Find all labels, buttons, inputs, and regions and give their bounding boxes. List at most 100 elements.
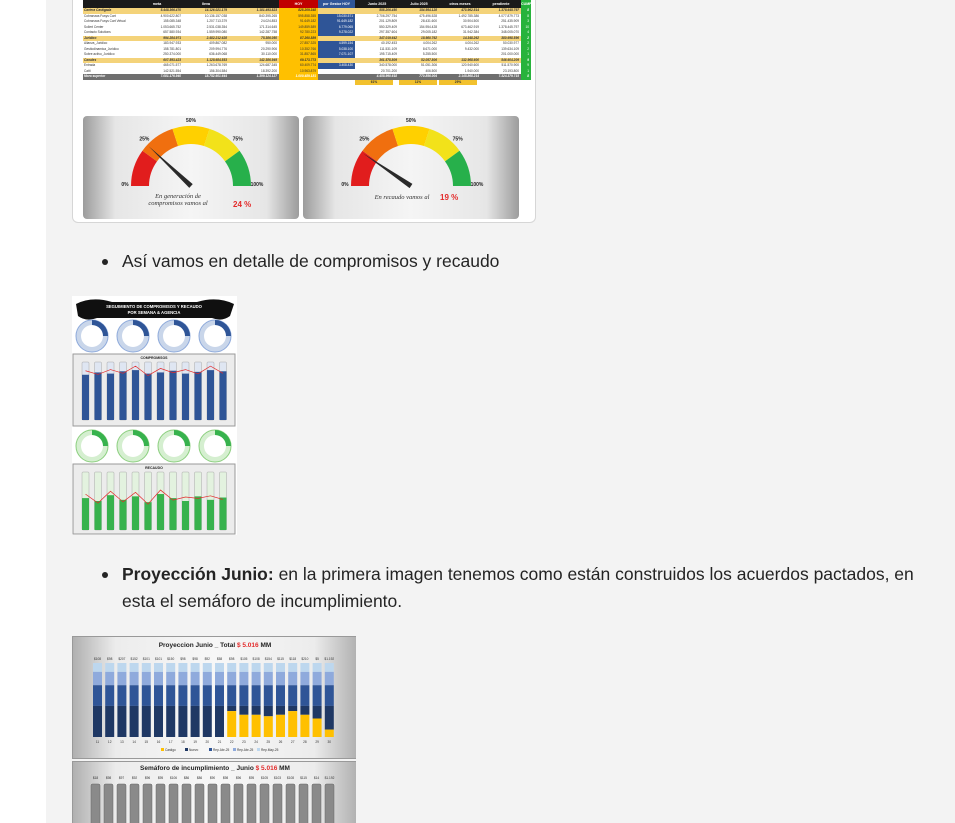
semaforo-bar	[324, 783, 335, 823]
gauge-segment	[423, 128, 460, 162]
table-header: meta lleva HOY por Gestor HOY Junio 2025 Juli…	[83, 0, 535, 8]
projection-day: 25	[267, 740, 271, 744]
semaforo-value: $95	[158, 776, 164, 780]
semaforo-bar	[116, 783, 127, 823]
row-value: 1.053.665.752	[160, 24, 181, 29]
pct-cell: 29%	[439, 79, 477, 85]
chart-bar	[82, 498, 89, 530]
donut-fill	[174, 320, 190, 336]
row-value: 18.392.200	[261, 68, 277, 73]
chart-bar	[182, 373, 189, 420]
semaforo-value: $86	[184, 776, 190, 780]
row-value: 9.432.000	[464, 46, 479, 51]
semaforo-bar	[194, 783, 205, 823]
projection-segment	[215, 705, 224, 737]
row-value: 14.126.021.179	[204, 8, 227, 12]
gauge-compromisos-value: 24 %	[233, 200, 252, 209]
row-value: 2.531.038.354	[206, 24, 227, 29]
projection-day: 24	[254, 740, 258, 744]
chart-bar	[94, 372, 102, 420]
donut-hole	[204, 325, 226, 347]
row-value: 380.698.596	[501, 35, 519, 40]
row-value: 154.954.128	[419, 8, 437, 12]
projection-value: $98	[107, 657, 113, 661]
projection-day: 18	[181, 740, 185, 744]
gauge-needle	[148, 146, 193, 188]
projection-segment	[117, 671, 127, 686]
semaforo-chart: Semáforo de incumplimiento _ Junio $ 5.0…	[72, 761, 356, 823]
row-value: 10	[521, 24, 531, 30]
projection-segment	[263, 705, 273, 717]
row-value: 4.900.622.807	[160, 13, 181, 18]
row-value: 8	[521, 74, 531, 80]
row-value: 950.000	[265, 41, 277, 45]
chart-bar	[119, 499, 127, 530]
row-value: 142.287.758	[259, 30, 277, 34]
donut-row-recaudo	[75, 429, 232, 463]
row-value: 15.030.571	[318, 13, 355, 19]
semaforo-bar	[168, 783, 179, 823]
row-value: 8.671.000	[422, 46, 437, 51]
projection-segment	[190, 663, 200, 672]
row-value: 120.940.600	[461, 63, 479, 67]
projection-segment	[263, 663, 273, 672]
gauge-compromisos: 0% 25% 50% 75% 100% En generación de comprom…	[83, 116, 299, 219]
gauge-segment	[172, 126, 210, 147]
projection-segment-castigo	[239, 714, 249, 737]
projection-segment	[129, 705, 139, 737]
row-value: 132.968.600	[461, 57, 479, 62]
projection-value: $115	[277, 657, 284, 661]
chart-bar	[207, 499, 214, 530]
projection-day: 22	[230, 740, 234, 744]
dashboard-image[interactable]: meta lleva HOY por Gestor HOY Junio 2025 Juli…	[72, 0, 536, 223]
chart-bar	[157, 494, 164, 530]
projection-segment-castigo	[251, 714, 261, 737]
bullet-dot	[102, 572, 108, 578]
proyeccion-thumbnail[interactable]: Proyeccion Junio _ Total $ 5.016 MM $108…	[72, 636, 356, 823]
projection-segment	[324, 685, 334, 706]
row-value: 20.701.200	[381, 68, 397, 73]
projection-segment	[276, 671, 285, 686]
row-value: 347.019.642	[379, 35, 397, 40]
semaforo-bar	[129, 783, 140, 823]
projection-segment	[117, 705, 127, 737]
gauge-tick-label: 75%	[453, 137, 464, 143]
seguimiento-thumbnail[interactable]: SEGUIMIENTO DE COMPROMISOS Y RECAUDO POR…	[72, 296, 237, 535]
row-value: 4.458.990.618	[376, 74, 397, 78]
row-value: 7.324.379.715	[498, 74, 519, 78]
row-value: 657.580.934	[163, 30, 181, 34]
row-value: 465.071.577	[163, 63, 181, 67]
projection-segment	[141, 663, 151, 672]
row-value: 9.278.022	[318, 30, 355, 36]
projection-day: 29	[315, 740, 319, 744]
semaforo-value: $1.192	[325, 776, 335, 780]
projection-segment	[324, 705, 334, 730]
semaforo-bar	[220, 783, 231, 823]
projection-value: $98	[192, 657, 198, 661]
semaforo-bar	[233, 783, 244, 823]
row-value: 2.706.297.754	[376, 13, 397, 18]
row-value: 154.954.428	[419, 24, 437, 29]
projection-segment	[276, 705, 285, 715]
bullet-item-proyeccion: Proyección Junio: en la primera imagen t…	[102, 561, 955, 615]
row-value: 2	[521, 41, 531, 47]
row-value: 9	[521, 57, 531, 63]
row-value: 91.649.182	[279, 19, 318, 25]
row-value: 7.071.107	[318, 52, 355, 58]
row-value: 511.570.900	[501, 63, 520, 67]
semaforo-bar	[285, 783, 296, 823]
semaforo-bars: $18 $98 $97 $92 $96 $95 $106 $86 $86 $90 $98 $96 $95…	[90, 776, 335, 823]
legend-label: Rep.Abr-25	[213, 748, 230, 752]
projection-segment	[178, 705, 188, 737]
row-name: Juridico	[84, 35, 97, 40]
row-name: Cobranzas Fusys Cart	[84, 13, 116, 18]
projection-segment	[227, 685, 237, 706]
row-value: 825.209.348	[279, 8, 318, 14]
projection-segment	[263, 685, 273, 706]
semaforo-bar	[90, 783, 101, 823]
projection-segment	[154, 671, 163, 686]
recaudo-bars	[81, 471, 227, 531]
row-value: 124.687.345	[259, 63, 277, 67]
projection-segment	[239, 663, 249, 672]
donut-fill	[215, 320, 231, 336]
